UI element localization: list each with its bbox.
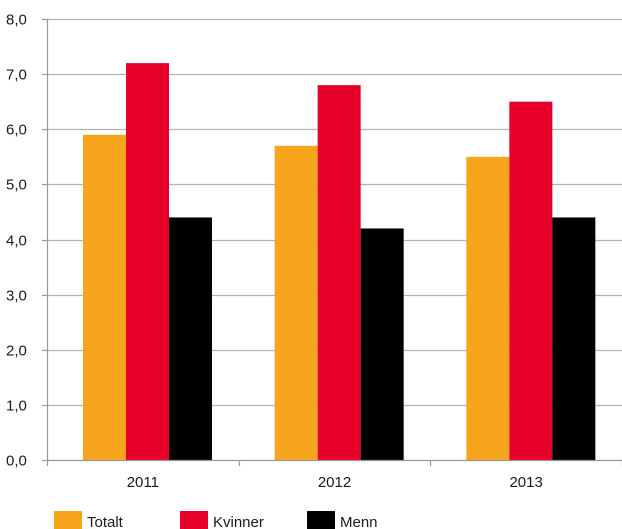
bar-menn-2013: [552, 217, 596, 460]
y-tick-label: 5,0: [6, 177, 27, 194]
legend-swatch-totalt: [54, 511, 82, 529]
x-tick-label: 2013: [509, 474, 542, 491]
legend-label-totalt: Totalt: [87, 514, 124, 529]
bar-totalt-2012: [274, 145, 318, 460]
x-axis-ticks: 2011 2012 2013: [46, 460, 622, 491]
bar-totalt-2013: [466, 156, 510, 460]
y-tick-label: 8,0: [6, 12, 27, 29]
bars: [83, 63, 596, 461]
x-tick-label: 2012: [318, 474, 351, 491]
bar-menn-2011: [169, 217, 212, 460]
bar-kvinner-2013: [509, 101, 553, 460]
y-tick-label: 2,0: [6, 343, 27, 360]
legend-label-kvinner: Kvinner: [213, 514, 264, 529]
y-tick-label: 4,0: [6, 233, 27, 250]
y-tick-label: 3,0: [6, 288, 27, 305]
legend-swatch-menn: [307, 511, 335, 529]
y-tick-label: 7,0: [6, 67, 27, 84]
legend-label-menn: Menn: [340, 514, 378, 529]
bar-kvinner-2011: [126, 63, 169, 460]
x-tick-label: 2011: [127, 474, 159, 491]
y-tick-label: 1,0: [6, 398, 27, 415]
bar-kvinner-2012: [317, 85, 361, 461]
y-tick-label: 0,0: [6, 453, 27, 470]
axes: [46, 19, 622, 462]
y-axis-ticks: 0,0 1,0 2,0 3,0 4,0 5,0 6,0 7,0 8,0: [6, 12, 47, 470]
bar-menn-2012: [360, 228, 404, 460]
legend-swatch-kvinner: [180, 511, 208, 529]
y-tick-label: 6,0: [6, 122, 27, 139]
legend: Totalt Kvinner Menn: [54, 511, 378, 529]
bar-totalt-2011: [83, 134, 126, 460]
